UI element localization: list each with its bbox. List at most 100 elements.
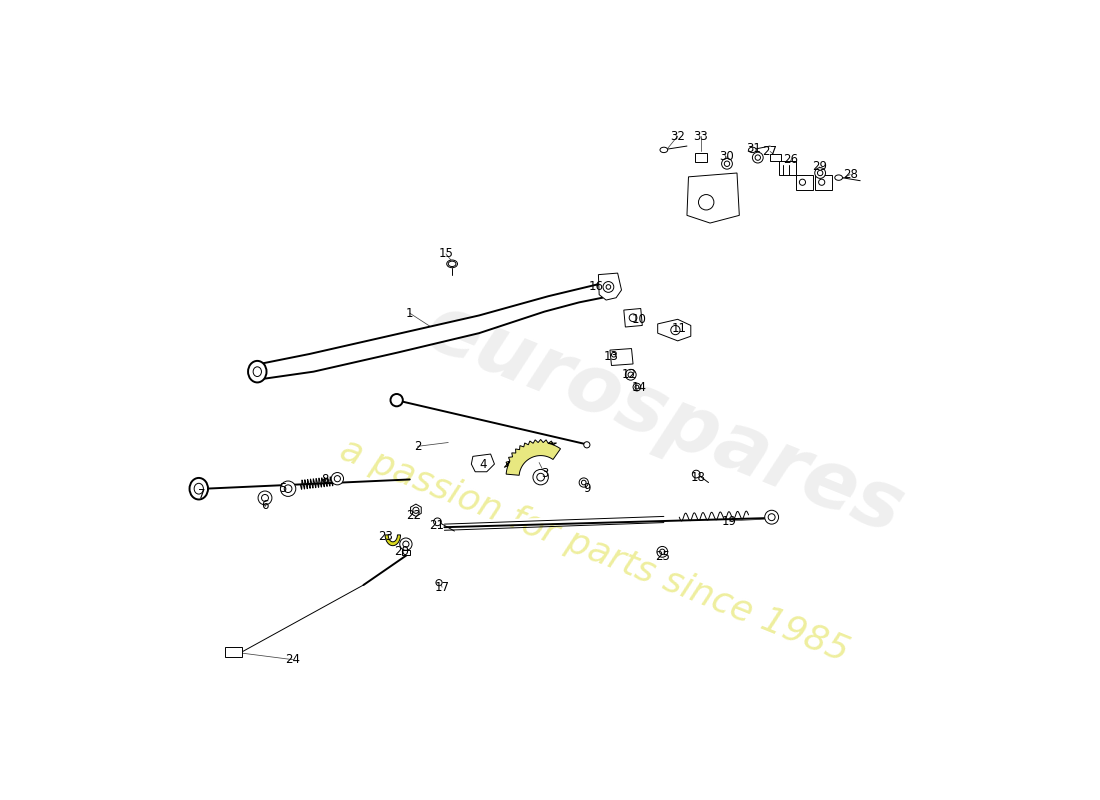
Text: 27: 27 <box>762 145 778 158</box>
Text: 16: 16 <box>588 281 604 294</box>
Text: 13: 13 <box>604 350 619 362</box>
Circle shape <box>817 170 823 176</box>
Text: a passion for parts since 1985: a passion for parts since 1985 <box>336 432 854 668</box>
Circle shape <box>582 480 586 485</box>
Text: 17: 17 <box>434 581 450 594</box>
Bar <box>796 174 813 190</box>
Circle shape <box>698 194 714 210</box>
Circle shape <box>399 538 412 550</box>
Circle shape <box>262 494 268 502</box>
Circle shape <box>800 179 805 186</box>
Polygon shape <box>609 349 634 366</box>
Text: 14: 14 <box>631 381 647 394</box>
Circle shape <box>331 473 343 485</box>
Circle shape <box>752 152 763 163</box>
Text: 20: 20 <box>395 546 409 558</box>
Text: eurospares: eurospares <box>414 288 914 551</box>
Text: 8: 8 <box>321 473 329 486</box>
Circle shape <box>755 155 760 160</box>
Bar <box>224 646 242 658</box>
Text: 28: 28 <box>843 168 858 181</box>
Text: 12: 12 <box>621 368 637 382</box>
Polygon shape <box>598 273 622 300</box>
Circle shape <box>433 518 441 526</box>
Circle shape <box>815 168 825 178</box>
Circle shape <box>403 541 409 547</box>
Text: 26: 26 <box>783 154 799 166</box>
Circle shape <box>657 546 668 558</box>
Circle shape <box>258 491 272 505</box>
Bar <box>770 154 781 162</box>
Text: 31: 31 <box>746 142 760 155</box>
Bar <box>695 153 707 162</box>
Text: 4: 4 <box>480 458 486 470</box>
Circle shape <box>634 383 641 391</box>
Ellipse shape <box>447 260 458 268</box>
Polygon shape <box>624 309 642 327</box>
Ellipse shape <box>748 147 757 153</box>
Text: 29: 29 <box>812 160 827 174</box>
Circle shape <box>579 478 588 487</box>
Text: 24: 24 <box>285 653 300 666</box>
Text: 30: 30 <box>719 150 735 162</box>
Polygon shape <box>260 282 606 379</box>
Ellipse shape <box>189 478 208 499</box>
Circle shape <box>412 507 419 514</box>
Circle shape <box>629 314 637 322</box>
Polygon shape <box>658 319 691 341</box>
Circle shape <box>625 370 636 380</box>
Text: 11: 11 <box>672 322 686 335</box>
Circle shape <box>768 514 776 521</box>
Bar <box>815 174 832 190</box>
Circle shape <box>628 372 634 378</box>
Bar <box>403 550 409 555</box>
Text: 15: 15 <box>439 247 453 260</box>
Polygon shape <box>410 504 421 517</box>
Ellipse shape <box>660 147 668 153</box>
Circle shape <box>722 158 733 169</box>
Circle shape <box>334 476 341 482</box>
Circle shape <box>764 510 779 524</box>
Circle shape <box>671 326 680 334</box>
Ellipse shape <box>449 261 456 266</box>
Text: 5: 5 <box>279 482 286 495</box>
Text: 22: 22 <box>406 509 421 522</box>
Circle shape <box>818 179 825 186</box>
Text: 23: 23 <box>377 530 393 543</box>
Circle shape <box>534 470 549 485</box>
Circle shape <box>284 485 292 493</box>
Ellipse shape <box>253 367 262 377</box>
Polygon shape <box>686 173 739 223</box>
Text: 1: 1 <box>406 306 414 320</box>
Text: 18: 18 <box>691 470 705 484</box>
Text: 6: 6 <box>261 499 268 512</box>
Circle shape <box>584 442 590 448</box>
Circle shape <box>603 282 614 292</box>
Ellipse shape <box>194 483 204 494</box>
Polygon shape <box>472 454 495 472</box>
Circle shape <box>606 285 610 290</box>
Circle shape <box>280 481 296 496</box>
Text: 3: 3 <box>541 467 548 480</box>
Text: 25: 25 <box>654 550 670 563</box>
Ellipse shape <box>248 361 266 382</box>
Text: 21: 21 <box>429 519 444 532</box>
Circle shape <box>612 353 616 357</box>
Text: 7: 7 <box>198 488 206 502</box>
Text: 9: 9 <box>583 482 591 495</box>
Polygon shape <box>504 439 561 475</box>
Circle shape <box>390 394 403 406</box>
Circle shape <box>660 549 666 554</box>
Text: 33: 33 <box>693 130 708 142</box>
Circle shape <box>436 579 442 586</box>
Polygon shape <box>385 535 400 546</box>
Bar <box>779 162 796 175</box>
Circle shape <box>635 385 639 389</box>
Text: 10: 10 <box>631 313 647 326</box>
Ellipse shape <box>835 175 843 180</box>
Text: 32: 32 <box>670 130 685 142</box>
Text: 19: 19 <box>722 514 737 527</box>
Circle shape <box>724 161 729 166</box>
Circle shape <box>537 474 544 481</box>
Circle shape <box>692 470 700 478</box>
